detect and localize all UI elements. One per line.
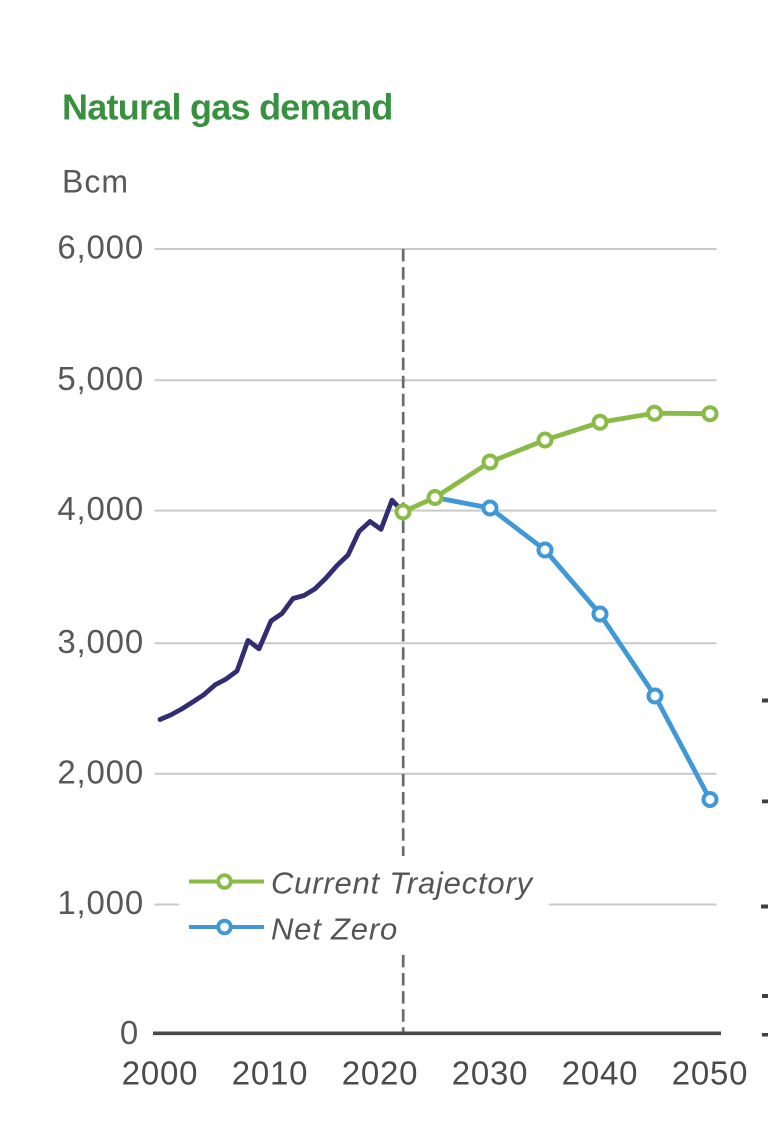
svg-text:2030: 2030 — [452, 1055, 529, 1092]
svg-text:Net Zero: Net Zero — [271, 912, 398, 947]
svg-text:3,000: 3,000 — [57, 623, 144, 660]
svg-text:1,000: 1,000 — [57, 884, 144, 921]
svg-text:Natural gas demand: Natural gas demand — [62, 87, 393, 128]
svg-text:4,000: 4,000 — [57, 490, 144, 527]
svg-text:5,000: 5,000 — [57, 360, 144, 397]
svg-text:2050: 2050 — [672, 1055, 749, 1092]
svg-text:6,000: 6,000 — [57, 229, 144, 266]
svg-text:2040: 2040 — [562, 1055, 639, 1092]
svg-text:2020: 2020 — [342, 1055, 419, 1092]
svg-text:Bcm: Bcm — [62, 164, 129, 200]
svg-text:2000: 2000 — [122, 1055, 199, 1092]
svg-text:Current Trajectory: Current Trajectory — [271, 866, 535, 901]
svg-text:2,000: 2,000 — [57, 753, 144, 790]
svg-text:0: 0 — [120, 1014, 139, 1051]
svg-text:2010: 2010 — [232, 1055, 309, 1092]
